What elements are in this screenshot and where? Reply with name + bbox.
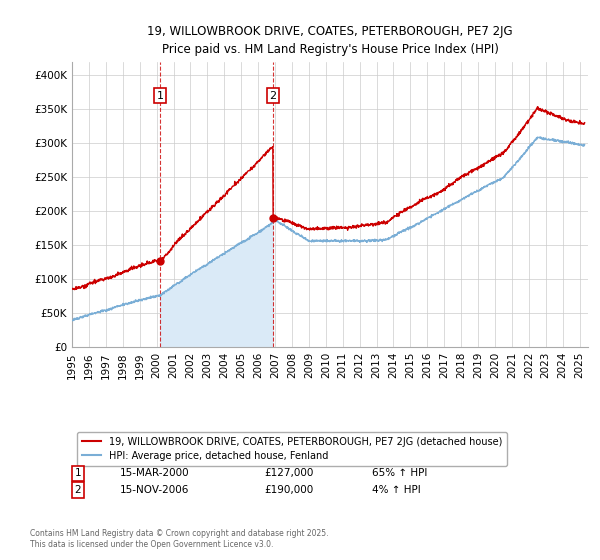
Text: 4% ↑ HPI: 4% ↑ HPI <box>372 485 421 495</box>
Text: 65% ↑ HPI: 65% ↑ HPI <box>372 468 427 478</box>
Text: 15-MAR-2000: 15-MAR-2000 <box>120 468 190 478</box>
Text: £190,000: £190,000 <box>264 485 313 495</box>
Title: 19, WILLOWBROOK DRIVE, COATES, PETERBOROUGH, PE7 2JG
Price paid vs. HM Land Regi: 19, WILLOWBROOK DRIVE, COATES, PETERBORO… <box>147 25 513 56</box>
Text: 15-NOV-2006: 15-NOV-2006 <box>120 485 190 495</box>
Legend: 19, WILLOWBROOK DRIVE, COATES, PETERBOROUGH, PE7 2JG (detached house), HPI: Aver: 19, WILLOWBROOK DRIVE, COATES, PETERBORO… <box>77 432 507 466</box>
Text: 1: 1 <box>74 468 82 478</box>
Text: 1: 1 <box>157 91 164 101</box>
Text: 2: 2 <box>269 91 277 101</box>
Text: Contains HM Land Registry data © Crown copyright and database right 2025.
This d: Contains HM Land Registry data © Crown c… <box>30 529 329 549</box>
Text: 2: 2 <box>74 485 82 495</box>
Text: £127,000: £127,000 <box>264 468 313 478</box>
